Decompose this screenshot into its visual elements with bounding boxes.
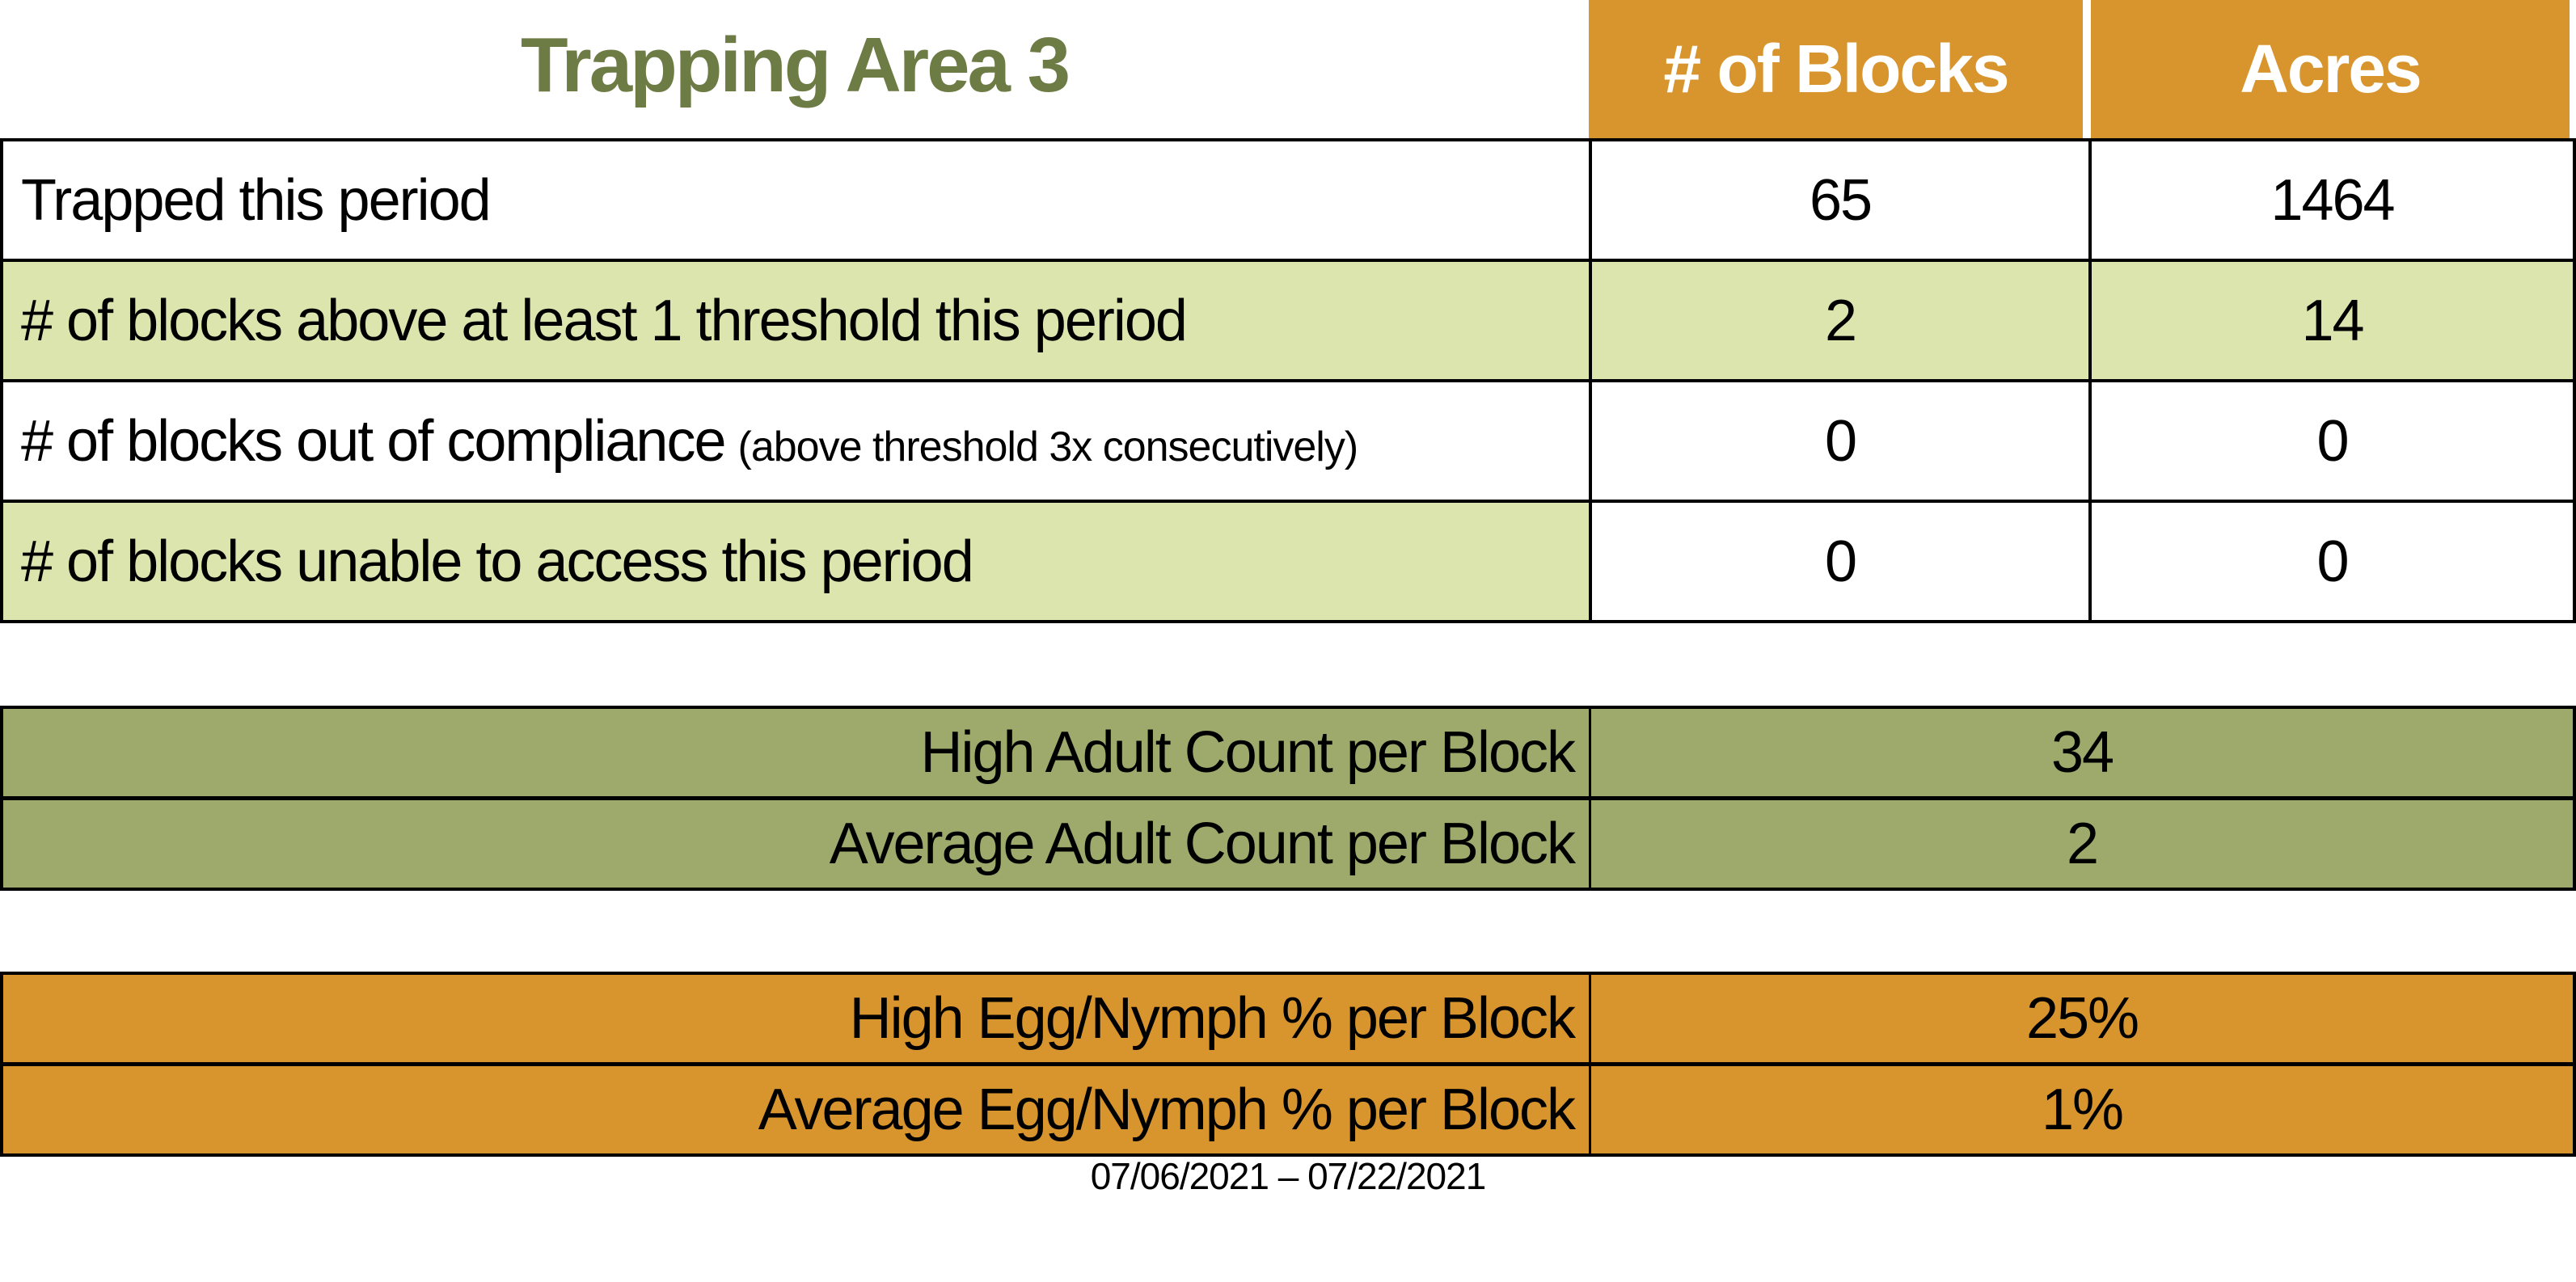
row-label: Trapped this period bbox=[21, 167, 492, 233]
acres-value: 0 bbox=[2092, 503, 2573, 620]
summary-row-label: High Egg/Nymph % per Block bbox=[3, 975, 1589, 1062]
acres-value: 14 bbox=[2092, 262, 2573, 379]
row-sublabel: (above threshold 3x consecutively) bbox=[737, 423, 1359, 470]
egg-nymph-table: High Egg/Nymph % per Block 25% Average E… bbox=[0, 972, 2576, 1157]
title-cell: Trapping Area 3 bbox=[0, 0, 1589, 138]
row-label: # of blocks out of compliance bbox=[21, 408, 727, 474]
row-label: # of blocks above at least 1 threshold t… bbox=[21, 288, 1188, 353]
table-row-label: # of blocks above at least 1 threshold t… bbox=[3, 262, 1589, 379]
page-title: Trapping Area 3 bbox=[521, 21, 1071, 108]
table-row-label: # of blocks unable to access this period bbox=[3, 503, 1589, 620]
adult-count-table: High Adult Count per Block 34 Average Ad… bbox=[0, 706, 2576, 891]
blocks-value: 0 bbox=[1592, 382, 2088, 500]
summary-row-label: Average Adult Count per Block bbox=[3, 800, 1589, 888]
table-row-label: # of blocks out of compliance (above thr… bbox=[3, 382, 1589, 500]
blocks-value: 65 bbox=[1592, 141, 2088, 259]
summary-row-label: Average Egg/Nymph % per Block bbox=[3, 1066, 1589, 1153]
row-label: # of blocks unable to access this period bbox=[21, 529, 974, 594]
header-row: Trapping Area 3 # of Blocks Acres bbox=[0, 0, 2576, 138]
main-table: Trapped this period 65 1464 # of blocks … bbox=[0, 138, 2576, 623]
summary-row-label: High Adult Count per Block bbox=[3, 709, 1589, 796]
table-row-label: Trapped this period bbox=[3, 141, 1589, 259]
acres-value: 1464 bbox=[2092, 141, 2573, 259]
summary-row-value: 34 bbox=[1591, 709, 2573, 796]
summary-row-value: 25% bbox=[1591, 975, 2573, 1062]
column-header-blocks: # of Blocks bbox=[1589, 0, 2083, 138]
acres-value: 0 bbox=[2092, 382, 2573, 500]
date-range: 07/06/2021 – 07/22/2021 bbox=[1090, 1155, 1487, 1197]
summary-row-value: 1% bbox=[1591, 1066, 2573, 1153]
blocks-value: 2 bbox=[1592, 262, 2088, 379]
blocks-value: 0 bbox=[1592, 503, 2088, 620]
column-header-acres: Acres bbox=[2091, 0, 2570, 138]
summary-row-value: 2 bbox=[1591, 800, 2573, 888]
